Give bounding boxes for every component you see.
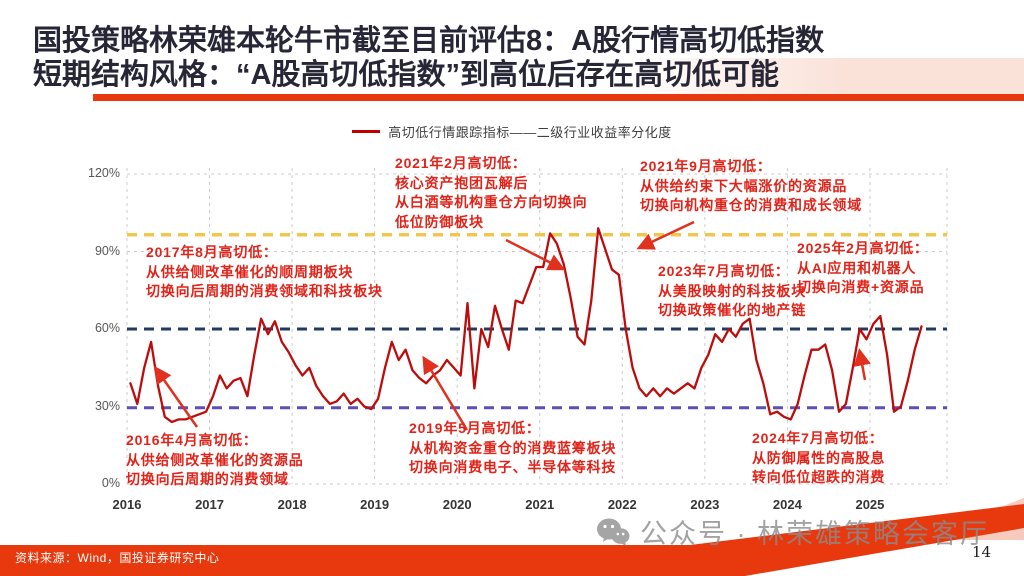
annotation-line: 从防御属性的高股息	[752, 449, 886, 466]
x-axis-label: 2017	[195, 497, 224, 512]
annotation-arrow	[154, 365, 199, 428]
annotation-line: 2023年7月高切低：	[658, 263, 790, 279]
annotation-arrow	[853, 348, 871, 381]
annotation-line: 切换政策催化的地产链	[658, 302, 806, 318]
annotation-arrow	[422, 355, 469, 431]
chart-annotation-a2017: 2017年8月高切低： 从供给侧改革催化的顺周期板块切换向后周期的消费领域和科技板…	[146, 243, 383, 302]
annotation-arrow	[505, 238, 566, 271]
y-axis-label: 60%	[94, 321, 120, 335]
annotation-line: 转向低位超跌的消费	[752, 469, 886, 485]
watermark-text: 公众号 · 林荣雄策略会客厅	[640, 519, 989, 549]
title-underline-bar	[93, 94, 1024, 101]
annotation-line: 从白酒等机构重仓方向切换向	[395, 194, 588, 210]
y-axis-label: 30%	[94, 398, 120, 413]
chart-annotation-a2023: 2023年7月高切低： 从美股映射的科技板块 切换政策催化的地产链	[658, 262, 806, 321]
y-axis-label: 120%	[88, 166, 120, 180]
x-axis-label: 2016	[112, 497, 142, 512]
x-axis-label: 2019	[360, 497, 390, 512]
threshold-lines-layer	[127, 232, 947, 410]
annotation-arrows-layer	[154, 220, 871, 431]
annotation-line: 切换向机构重仓的消费和成长领域	[640, 197, 862, 213]
annotation-line: 从供给侧改革催化的顺周期板块	[146, 263, 354, 280]
x-axis-label: 2020	[442, 497, 472, 512]
chart-legend: 高切低行情跟踪指标——二级行业收益率分化度	[0, 122, 1024, 141]
annotation-line: 2016年4月高切低：	[126, 432, 258, 448]
annotation-line: 核心资产抱团瓦解后	[395, 174, 529, 191]
annotation-line: 从AI应用和机器人	[797, 259, 917, 276]
annotation-line: 从机构资金重仓的消费蓝筹板块	[409, 439, 617, 456]
annotation-line: 切换向消费电子、半导体等科技	[409, 459, 617, 475]
annotation-line: 2017年8月高切低：	[146, 244, 278, 260]
slide-title-line2: 短期结构风格：“A股高切低指数”到高位后存在高切低可能	[33, 59, 779, 91]
legend-line-swatch	[352, 130, 381, 133]
annotation-line: 从供给侧改革催化的资源品	[126, 451, 304, 468]
annotation-line: 切换向消费+资源品	[797, 279, 925, 295]
chart-annotation-a2025: 2025年2月高切低： 从AI应用和机器人 切换向消费+资源品	[797, 239, 929, 298]
wechat-icon	[597, 518, 630, 546]
chart-annotation-a2021sep: 2021年9月高切低： 从供给约束下大幅涨价的资源品 切换向机构重仓的消费和成长领域	[640, 157, 862, 216]
annotation-line: 2021年2月高切低：	[395, 155, 527, 171]
source-note: 资料来源：Wind，国投证券研究中心	[15, 551, 220, 565]
x-axis-label: 2022	[607, 497, 637, 512]
annotation-line: 低位防御板块	[395, 213, 484, 230]
chart-annotation-a2021feb: 2021年2月高切低： 核心资产抱团瓦解后从白酒等机构重仓方向切换向 低位防御板块	[395, 154, 587, 232]
annotation-line: 2024年7月高切低：	[752, 430, 884, 446]
x-axis-label: 2025	[855, 497, 885, 512]
annotation-line: 切换向后周期的消费领域和科技板块	[146, 283, 383, 299]
chart-annotation-a2024: 2024年7月高切低： 从防御属性的高股息 转向低位超跌的消费	[752, 429, 885, 488]
chart-annotation-a2016: 2016年4月高切低： 从供给侧改革催化的资源品 切换向后周期的消费领域	[126, 431, 304, 490]
x-axis-label: 2018	[277, 497, 307, 512]
annotation-line: 从美股映射的科技板块	[658, 282, 806, 299]
title-pink-wash	[620, 58, 1024, 94]
annotation-line: 2025年2月高切低：	[797, 240, 929, 256]
x-axis-label: 2024	[772, 497, 802, 512]
watermark: 公众号 · 林荣雄策略会客厅	[596, 512, 989, 551]
annotation-line: 2021年9月高切低：	[640, 158, 772, 174]
series-layer	[129, 227, 923, 424]
slide-title-line1: 国投策略林荣雄本轮牛市截至目前评估8：A股行情高切低指数	[33, 25, 825, 57]
chart-annotation-a2019: 2019年5月高切低： 从机构资金重仓的消费蓝筹板块 切换向消费电子、半导体等科技	[409, 419, 616, 478]
y-axis-label: 0%	[101, 476, 120, 490]
legend-label: 高切低行情跟踪指标——二级行业收益率分化度	[388, 125, 672, 140]
annotation-line: 从供给约束下大幅涨价的资源品	[640, 177, 848, 194]
annotation-line: 2019年5月高切低：	[409, 420, 541, 436]
page-number: 14	[972, 543, 992, 561]
x-axis-label: 2021	[525, 497, 555, 512]
series-line	[129, 227, 923, 424]
annotation-arrow	[636, 220, 695, 250]
y-axis-label: 90%	[94, 243, 120, 258]
annotation-line: 切换向后周期的消费领域	[126, 471, 289, 487]
x-axis-label: 2023	[690, 497, 720, 512]
title-block: 国投策略林荣雄本轮牛市截至目前评估8：A股行情高切低指数 短期结构风格：“A股高…	[33, 24, 824, 92]
